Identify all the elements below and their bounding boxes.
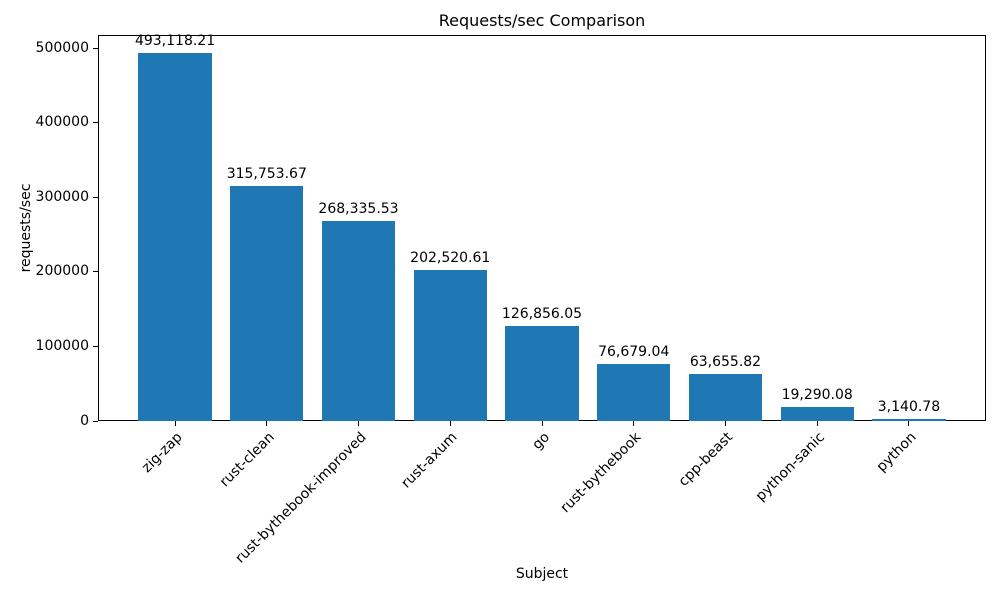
x-tick-mark [724,421,726,426]
x-axis-label: Subject [515,566,569,582]
chart-title: Requests/sec Comparison [438,11,646,30]
x-tick-label-text: rust-bythebook [557,429,645,517]
x-tick-mark [266,421,268,426]
x-tick-label-text: python-sanic [752,429,828,505]
bar-rust-bythebook [597,363,671,421]
bar-value-label-rust-axum: 202,520.61 [410,250,491,267]
bar-python [872,418,946,421]
bar-value-label-go: 126,856.05 [501,306,583,323]
x-tick-mark [541,421,543,426]
bar-go [505,326,579,421]
y-tick-label: 500000 [35,39,89,56]
x-tick-label-text: cpp-beast [675,429,737,490]
x-tick-mark [633,421,635,426]
bar-rust-clean [230,185,304,421]
y-tick-mark [93,420,98,422]
bar-value-label-zig-zap: 493,118.21 [134,33,216,50]
bar-value-label-cpp-beast: 63,655.82 [689,353,762,370]
bar-value-label-rust-clean: 315,753.67 [226,165,307,182]
y-tick-label: 100000 [35,337,89,354]
bar-python-sanic [780,406,854,421]
bar-value-label-python: 3,140.78 [877,398,941,415]
bar-value-label-rust-bythebook-improved: 268,335.53 [318,200,399,217]
y-tick-label: 200000 [35,263,89,280]
x-tick-mark [358,421,360,426]
bar-rust-bythebook-improved [321,220,396,421]
bar-value-label-python-sanic: 19,290.08 [781,386,853,403]
x-tick-label-text: zig-zap [138,429,186,476]
x-tick-label-text: go [528,429,553,453]
y-tick-label: 400000 [35,114,89,131]
bar-zig-zap [138,53,212,421]
x-tick-mark [816,421,818,426]
x-tick-label-text: python [873,429,920,476]
y-tick-mark [93,196,98,198]
y-tick-mark [93,271,98,273]
y-tick-label: 300000 [35,188,89,205]
x-tick-mark [908,421,910,426]
bar-value-label-rust-bythebook: 76,679.04 [598,343,670,360]
bar-cpp-beast [688,373,763,421]
y-tick-mark [93,122,98,124]
x-tick-label-text: rust-axum [398,429,461,492]
y-tick-mark [93,345,98,347]
y-tick-mark [93,47,98,49]
x-tick-mark [174,421,176,426]
bar-rust-axum [413,270,487,421]
y-tick-label: 0 [80,412,89,429]
x-tick-mark [449,421,451,426]
x-tick-label-text: rust-clean [216,429,278,491]
